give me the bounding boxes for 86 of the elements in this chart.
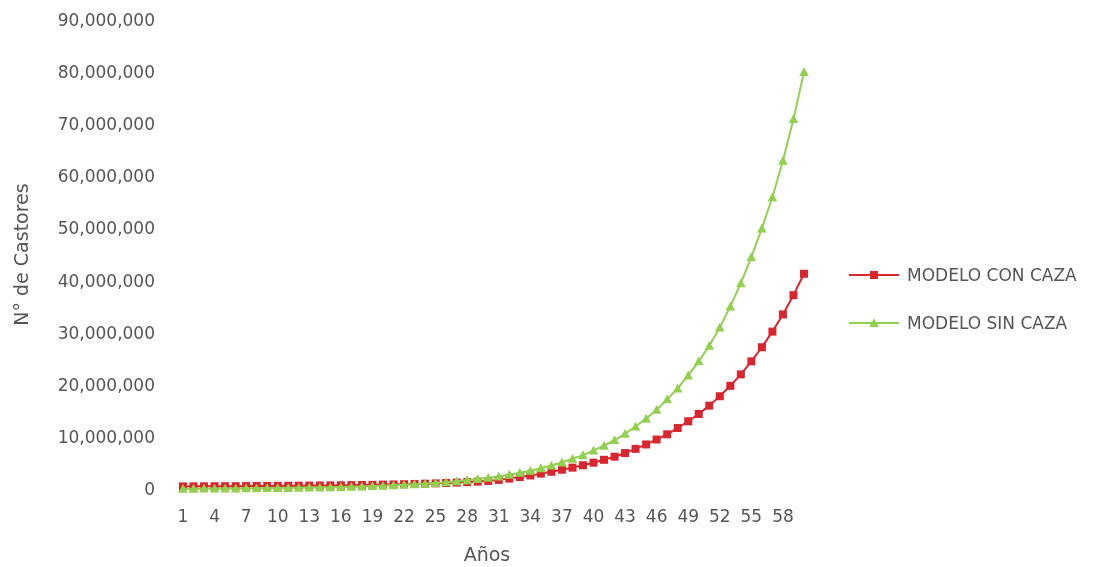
point: [536, 463, 546, 473]
y-tick-label: 20,000,000: [57, 374, 155, 395]
x-tick-label: 52: [708, 506, 731, 526]
y-tick-label: 80,000,000: [57, 62, 155, 83]
x-tick-label: 34: [519, 506, 542, 526]
y-tick-label: 10,000,000: [57, 426, 155, 447]
point: [609, 435, 620, 445]
point: [557, 457, 567, 467]
x-tick-label: 13: [298, 506, 321, 526]
point: [725, 301, 736, 311]
point: [757, 343, 766, 352]
x-tick-label: 55: [740, 506, 763, 526]
point: [746, 252, 757, 262]
point: [641, 413, 651, 423]
x-tick-label: 19: [361, 506, 384, 526]
point: [588, 445, 599, 455]
y-tick-label: 0: [144, 478, 155, 499]
point: [694, 409, 703, 418]
point: [651, 404, 662, 414]
point: [567, 453, 578, 463]
point: [736, 370, 745, 379]
point: [726, 381, 735, 390]
point: [778, 310, 787, 319]
point: [768, 327, 777, 336]
point: [631, 444, 640, 453]
y-tick-label: 40,000,000: [57, 270, 155, 291]
point: [683, 370, 694, 380]
point: [610, 452, 619, 461]
x-tick-label: 40: [582, 506, 605, 526]
point: [767, 192, 778, 202]
x-tick-label: 58: [772, 506, 794, 526]
point: [642, 440, 651, 449]
x-tick-label: 37: [551, 506, 573, 526]
legend-label: MODELO SIN CAZA: [907, 312, 1068, 333]
x-tick-label: 22: [393, 506, 415, 526]
point: [757, 223, 767, 233]
point: [578, 461, 587, 470]
y-tick-label: 60,000,000: [57, 166, 155, 187]
point: [663, 430, 672, 439]
y-tick-label: 70,000,000: [57, 114, 155, 135]
x-tick-label: 4: [209, 506, 220, 526]
y-tick-label: 90,000,000: [57, 9, 155, 30]
x-tick-label: 7: [240, 506, 252, 526]
point: [789, 291, 798, 300]
point: [662, 394, 672, 404]
point: [778, 155, 788, 165]
point: [715, 392, 724, 401]
x-tick-label: 31: [487, 506, 510, 526]
point: [515, 468, 525, 477]
x-tick-label: 10: [266, 506, 289, 526]
point: [705, 401, 714, 410]
point: [704, 340, 715, 350]
x-tick-label: 43: [614, 506, 636, 526]
point: [546, 460, 557, 470]
y-tick-label: 30,000,000: [57, 322, 155, 343]
point: [600, 455, 609, 464]
legend-label: MODELO CON CAZA: [907, 264, 1078, 285]
x-tick-label: 25: [424, 506, 447, 526]
x-axis-title: Años: [463, 543, 511, 565]
point: [504, 469, 515, 479]
point: [672, 383, 683, 393]
point: [630, 421, 641, 431]
point: [800, 269, 808, 278]
point: [693, 356, 704, 366]
y-axis-title: N° de Castores: [10, 183, 32, 326]
point: [557, 465, 566, 474]
point: [621, 449, 630, 458]
point: [652, 435, 661, 444]
point: [673, 424, 682, 433]
x-tick-label: 16: [330, 506, 352, 526]
point: [736, 278, 746, 288]
point: [747, 357, 756, 366]
point: [788, 114, 799, 124]
point: [568, 463, 577, 472]
x-tick-label: 28: [456, 506, 479, 526]
point: [620, 428, 630, 438]
point: [684, 417, 693, 426]
point: [799, 67, 809, 77]
x-tick-label: 49: [677, 506, 700, 526]
y-tick-label: 50,000,000: [57, 218, 155, 239]
point: [589, 458, 598, 467]
point: [525, 465, 536, 475]
point: [578, 450, 588, 460]
x-tick-label: 1: [177, 506, 189, 526]
point: [599, 440, 609, 450]
x-tick-label: 46: [645, 506, 668, 526]
